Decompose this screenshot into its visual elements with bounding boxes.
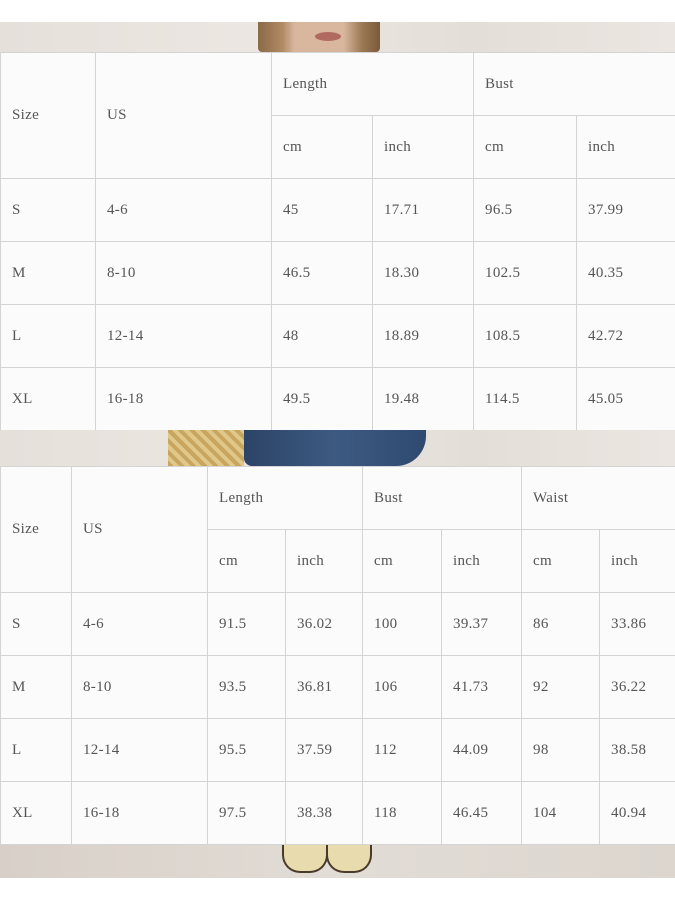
table-cell: 42.72: [576, 304, 675, 368]
table-cell: 40.94: [599, 781, 675, 845]
size-table-bottom: Size US Length Bust Waist cm inch cm inc…: [0, 466, 675, 845]
table-cell: 38.58: [599, 718, 675, 782]
header-inch: inch: [284, 529, 364, 593]
table-cell: 91.5: [207, 592, 286, 656]
table-cell: 8-10: [71, 655, 208, 719]
table-cell: 36.81: [284, 655, 364, 719]
table-cell: 4-6: [95, 178, 272, 242]
header-cm: cm: [473, 115, 578, 179]
table-subheader-row: cm inch cm inch cm inch: [1, 529, 675, 593]
table-row: S 4-6 91.5 36.02 100 39.37 86 33.86: [0, 592, 675, 656]
table-cell: 92: [521, 655, 601, 719]
table-cell: 98: [521, 718, 601, 782]
table-cell: L: [0, 304, 96, 368]
table-cell: 97.5: [207, 781, 286, 845]
table-cell: 108.5: [473, 304, 578, 368]
table-cell: 4-6: [71, 592, 208, 656]
header-cm: cm: [362, 529, 443, 593]
table-cell: 46.45: [441, 781, 523, 845]
table-cell: 16-18: [95, 367, 272, 431]
table-cell: XL: [0, 367, 96, 431]
table-cell: M: [0, 655, 72, 719]
header-inch: inch: [371, 115, 475, 179]
sandal-image: [326, 845, 372, 873]
table-cell: 36.02: [284, 592, 364, 656]
table-cell: 12-14: [71, 718, 208, 782]
header-length: Length: [270, 52, 475, 116]
table-cell: 104: [521, 781, 601, 845]
header-bust: Bust: [473, 52, 675, 116]
header-cm: cm: [521, 529, 601, 593]
table-row: XL 16-18 49.5 19.48 114.5 45.05: [0, 367, 675, 431]
header-waist: Waist: [521, 466, 675, 530]
model-lips-image: [315, 32, 341, 41]
table-row: L 12-14 48 18.89 108.5 42.72: [0, 304, 675, 368]
table-row: M 8-10 46.5 18.30 102.5 40.35: [0, 241, 675, 305]
table-cell: S: [0, 592, 72, 656]
table-cell: 45.05: [576, 367, 675, 431]
table-cell: 18.30: [371, 241, 475, 305]
table-cell: 18.89: [371, 304, 475, 368]
sandal-image: [282, 845, 328, 873]
table-cell: 12-14: [95, 304, 272, 368]
table-subheader-row: cm inch cm inch: [1, 115, 675, 179]
table-row: L 12-14 95.5 37.59 112 44.09 98 38.58: [0, 718, 675, 782]
table-cell: 45: [271, 178, 373, 242]
table-cell: 16-18: [71, 781, 208, 845]
table-cell: 49.5: [271, 367, 373, 431]
table-cell: 39.37: [441, 592, 523, 656]
table-cell: 118: [362, 781, 443, 845]
table-cell: 95.5: [207, 718, 286, 782]
header-bust: Bust: [362, 466, 523, 530]
table-cell: 17.71: [371, 178, 475, 242]
table-cell: 48: [271, 304, 373, 368]
table-header-row: Size US Length Bust Waist: [0, 466, 675, 593]
table-row: XL 16-18 97.5 38.38 118 46.45 104 40.94: [0, 781, 675, 845]
table-row: S 4-6 45 17.71 96.5 37.99: [0, 178, 675, 242]
table-cell: 19.48: [371, 367, 475, 431]
table-cell: 106: [362, 655, 443, 719]
header-size: Size: [0, 466, 72, 593]
photo-strip-face: [0, 22, 675, 52]
header-cm: cm: [271, 115, 373, 179]
photo-strip-feet: [0, 845, 675, 878]
table-cell: 100: [362, 592, 443, 656]
table-cell: L: [0, 718, 72, 782]
table-cell: 112: [362, 718, 443, 782]
table-cell: 41.73: [441, 655, 523, 719]
table-cell: 36.22: [599, 655, 675, 719]
table-cell: 38.38: [284, 781, 364, 845]
header-size: Size: [0, 52, 96, 179]
table-cell: 8-10: [95, 241, 272, 305]
table-cell: 93.5: [207, 655, 286, 719]
photo-strip-outfit: [0, 430, 675, 466]
denim-image: [244, 430, 426, 466]
header-inch: inch: [441, 529, 523, 593]
header-us: US: [95, 52, 272, 179]
table-cell: 37.99: [576, 178, 675, 242]
table-cell: 37.59: [284, 718, 364, 782]
table-cell: M: [0, 241, 96, 305]
header-length: Length: [206, 466, 364, 530]
table-row: M 8-10 93.5 36.81 106 41.73 92 36.22: [0, 655, 675, 719]
table-cell: S: [0, 178, 96, 242]
table-cell: 33.86: [599, 592, 675, 656]
table-cell: 40.35: [576, 241, 675, 305]
table-cell: 44.09: [441, 718, 523, 782]
table-header-row: Size US Length Bust: [0, 52, 675, 179]
table-cell: 96.5: [473, 178, 578, 242]
header-inch: inch: [599, 529, 675, 593]
header-us: US: [71, 466, 208, 593]
size-table-top: Size US Length Bust cm inch cm inch S 4-6…: [0, 52, 675, 431]
table-cell: XL: [0, 781, 72, 845]
header-inch: inch: [576, 115, 675, 179]
table-cell: 86: [521, 592, 601, 656]
table-cell: 114.5: [473, 367, 578, 431]
table-cell: 46.5: [271, 241, 373, 305]
straw-bag-image: [168, 430, 244, 466]
header-cm: cm: [207, 529, 286, 593]
table-cell: 102.5: [473, 241, 578, 305]
